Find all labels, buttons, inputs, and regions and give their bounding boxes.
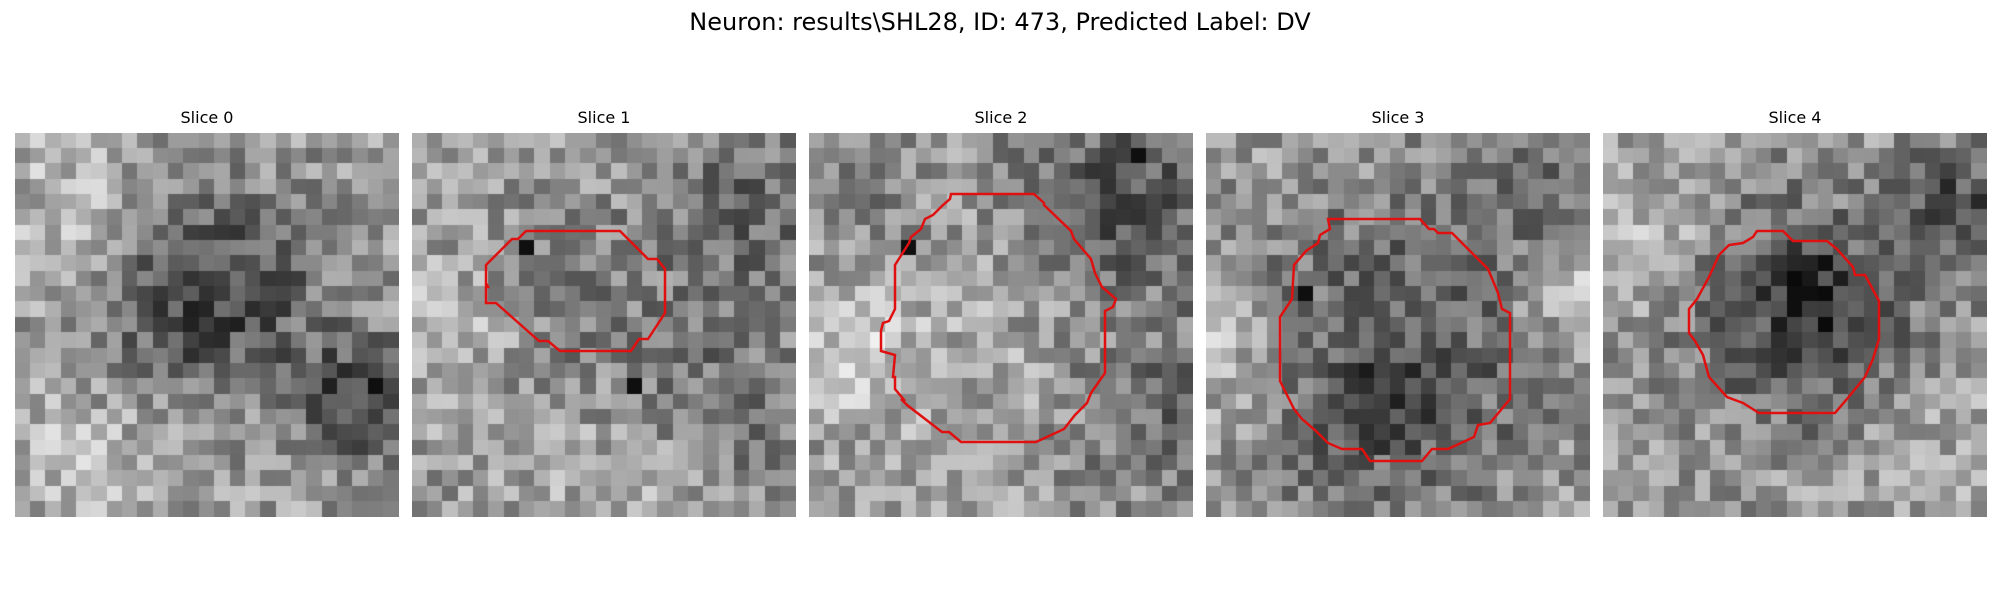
slice-overlay-1 [484,229,667,353]
figure-title: Neuron: results\SHL28, ID: 473, Predicte… [689,8,1311,36]
slice-title-4: Slice 4 [1768,108,1822,127]
roi-contour-1 [484,229,667,353]
slice-overlay-0 [15,133,399,517]
slice-panel-1: Slice 1 [412,108,796,518]
slice-title-2: Slice 2 [974,108,1028,127]
slice-image-4 [1603,133,1987,517]
slice-overlay-2 [879,192,1118,444]
slice-overlay-4 [1687,229,1881,415]
slice-panel-0: Slice 0 [15,108,399,518]
slice-image-0 [15,133,399,517]
slice-panel-3: Slice 3 [1206,108,1590,518]
slice-panel-2: Slice 2 [809,108,1193,518]
roi-contour-4 [1687,229,1881,415]
slice-image-2 [809,133,1193,517]
slice-overlay-3 [1278,217,1512,463]
slice-title-3: Slice 3 [1371,108,1425,127]
roi-contour-3 [1278,217,1512,463]
roi-contour-2 [879,192,1118,444]
slice-title-0: Slice 0 [180,108,234,127]
slice-image-1 [412,133,796,517]
slice-title-1: Slice 1 [577,108,631,127]
slice-panel-4: Slice 4 [1603,108,1987,518]
slice-image-3 [1206,133,1590,517]
